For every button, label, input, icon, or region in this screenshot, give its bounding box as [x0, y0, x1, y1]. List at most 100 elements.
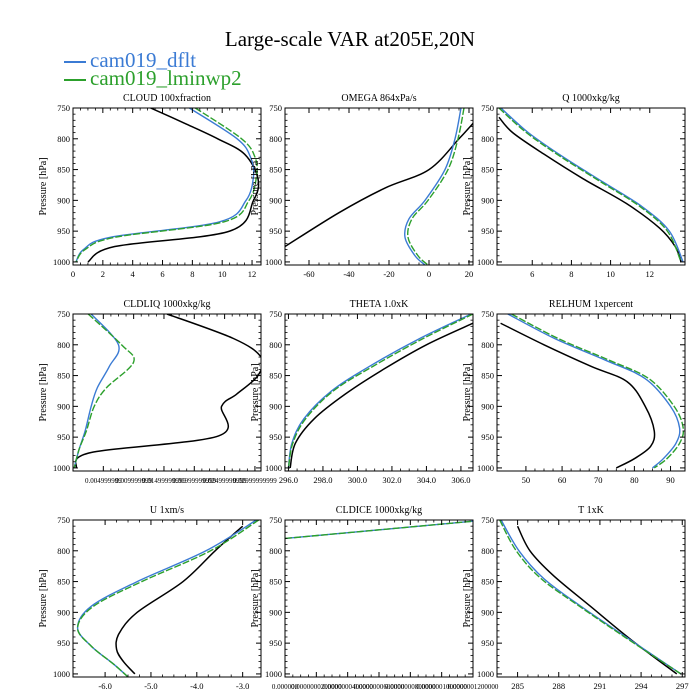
- x-tick-label: 0.02999999999: [233, 477, 277, 485]
- panel-title: CLDICE 1000xkg/kg: [336, 505, 422, 516]
- x-tick-label: 0.0000000600000: [354, 683, 405, 691]
- panel-title: CLOUD 100xfraction: [123, 93, 211, 104]
- legend-swatch: [64, 61, 86, 63]
- x-tick-label: 300.0: [348, 475, 367, 485]
- y-tick-label: 800: [57, 546, 70, 556]
- chart-panel-2: OMEGA 864xPa/s Pressure [hPa] 750 800 850 900…: [250, 93, 474, 279]
- x-tick-label: 0.004999999: [85, 477, 122, 485]
- y-axis-label: Pressure [hPa]: [250, 363, 261, 421]
- chart-panel-7: U 1xm/s Pressure [hPa] 750 800 850 900 950 1000…: [38, 505, 262, 691]
- plot-frame: [72, 107, 262, 266]
- panel-title: THETA 1.0xK: [350, 299, 409, 310]
- y-axis-label: Pressure [hPa]: [38, 157, 49, 215]
- x-tick-label: -60: [303, 269, 314, 279]
- y-tick-label: 750: [481, 309, 494, 319]
- x-tick-label: 0.01499999999: [142, 477, 186, 485]
- x-tick-label: 8: [569, 269, 573, 279]
- y-tick-label: 1000: [53, 463, 70, 473]
- y-tick-label: 950: [57, 638, 70, 648]
- x-tick-label: 6: [160, 269, 164, 279]
- x-tick-label: 6: [530, 269, 534, 279]
- x-tick-label: 20: [465, 269, 474, 279]
- plot-frame: [284, 313, 474, 472]
- x-tick-label: 291: [594, 681, 607, 691]
- series-line-cam019-lminwp2: [76, 520, 260, 677]
- y-tick-label: 900: [481, 607, 494, 617]
- y-tick-label: 900: [57, 195, 70, 205]
- panel-title: OMEGA 864xPa/s: [341, 93, 416, 104]
- chart-panel-4: CLDLIQ 1000xkg/kg Pressure [hPa] 750 800 850…: [38, 299, 277, 485]
- x-tick-label: -6.0: [98, 681, 111, 691]
- y-tick-label: 750: [481, 103, 494, 113]
- y-tick-label: 800: [269, 340, 282, 350]
- x-tick-label: 0.000000: [272, 683, 299, 691]
- x-tick-label: 10: [218, 269, 227, 279]
- series-line-reference: [87, 108, 260, 263]
- x-tick-label: 297: [676, 681, 689, 691]
- series-line-cam019-lminwp2: [73, 314, 135, 469]
- x-tick-label: 90: [666, 475, 675, 485]
- plot-frame: [496, 519, 686, 678]
- plot-frame: [72, 519, 262, 678]
- plot-frame: [284, 519, 474, 678]
- y-tick-label: 750: [269, 309, 282, 319]
- y-tick-label: 1000: [477, 257, 494, 267]
- plot-frame: [496, 107, 686, 266]
- y-tick-label: 1000: [477, 463, 494, 473]
- y-tick-label: 800: [481, 134, 494, 144]
- y-tick-label: 900: [57, 607, 70, 617]
- series-line-reference: [500, 322, 656, 469]
- chart-panel-8: CLDICE 1000xkg/kg Pressure [hPa] 750 800 850…: [250, 505, 499, 691]
- y-tick-label: 950: [269, 638, 282, 648]
- y-tick-label: 750: [269, 515, 282, 525]
- series-line-cam019-lminwp2: [511, 314, 685, 469]
- x-tick-label: 70: [594, 475, 603, 485]
- y-tick-label: 800: [269, 546, 282, 556]
- x-tick-label: -4.0: [190, 681, 203, 691]
- x-tick-label: 12: [646, 269, 655, 279]
- y-tick-label: 1000: [477, 669, 494, 679]
- y-tick-label: 850: [481, 165, 494, 175]
- x-tick-label: 0.0000001000000: [416, 683, 467, 691]
- series-line-cam019-dflt: [500, 108, 684, 263]
- x-tick-label: 0: [427, 269, 431, 279]
- y-tick-label: 950: [57, 432, 70, 442]
- x-tick-label: 0: [71, 269, 75, 279]
- x-tick-label: 8: [190, 269, 194, 279]
- panel-title: Q 1000xkg/kg: [562, 93, 620, 104]
- y-tick-label: 800: [481, 340, 494, 350]
- series-line-cam019-lminwp2: [499, 520, 682, 675]
- y-tick-label: 900: [57, 401, 70, 411]
- y-tick-label: 950: [269, 226, 282, 236]
- panel-title: T 1xK: [578, 505, 604, 516]
- y-tick-label: 950: [481, 226, 494, 236]
- x-tick-label: 0.01999999999: [172, 477, 216, 485]
- legend-label: cam019_lminwp2: [90, 66, 242, 90]
- series-line-reference: [289, 322, 473, 469]
- y-tick-label: 1000: [265, 463, 282, 473]
- y-tick-label: 850: [269, 165, 282, 175]
- x-tick-label: 285: [511, 681, 524, 691]
- chart-panel-9: T 1xK Pressure [hPa] 750 800 850 900 950 1000 28…: [462, 505, 689, 691]
- x-tick-label: 294: [635, 681, 649, 691]
- chart-panel-3: Q 1000xkg/kg Pressure [hPa] 750 800 850 900 95…: [462, 93, 686, 279]
- y-tick-label: 900: [481, 401, 494, 411]
- series-line-cam019-dflt: [404, 108, 462, 265]
- series-line-cam019-lminwp2: [287, 314, 473, 469]
- x-tick-label: 2: [101, 269, 105, 279]
- x-tick-label: 4: [131, 269, 136, 279]
- series-line-cam019-lminwp2: [407, 108, 465, 265]
- legend-label: cam019_dflt: [90, 48, 197, 72]
- plot-frame: [284, 107, 474, 266]
- y-axis-label: Pressure [hPa]: [250, 569, 261, 627]
- x-tick-label: 0.0000000200000: [291, 683, 342, 691]
- series-line-reference: [516, 525, 678, 675]
- series-line-cam019-dflt: [287, 314, 472, 469]
- y-axis-label: Pressure [hPa]: [462, 569, 473, 627]
- x-tick-label: 302.0: [382, 475, 401, 485]
- series-line-cam019-dflt: [500, 520, 682, 675]
- x-tick-label: 50: [522, 475, 531, 485]
- y-tick-label: 950: [269, 432, 282, 442]
- y-tick-label: 850: [269, 371, 282, 381]
- x-tick-label: 304.0: [417, 475, 436, 485]
